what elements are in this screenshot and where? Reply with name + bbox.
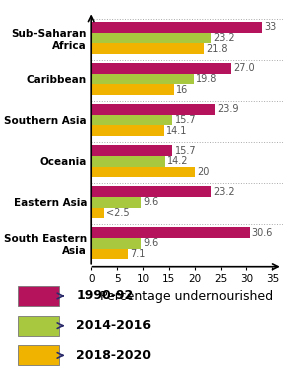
Text: 16: 16 [176, 85, 188, 95]
Bar [91, 197, 141, 208]
Bar [91, 156, 165, 166]
Bar [91, 125, 164, 136]
Bar [91, 145, 172, 156]
Text: <2.5: <2.5 [106, 208, 130, 218]
Text: 7.1: 7.1 [130, 249, 145, 259]
X-axis label: Percentage undernourished: Percentage undernourished [100, 290, 274, 303]
Text: 23.2: 23.2 [213, 33, 235, 43]
Text: 21.8: 21.8 [206, 44, 228, 54]
Text: 23.9: 23.9 [217, 104, 238, 114]
Bar [91, 227, 250, 238]
Bar [18, 316, 59, 336]
Text: 30.6: 30.6 [252, 227, 273, 238]
Text: 33: 33 [264, 22, 276, 32]
Text: 9.6: 9.6 [143, 238, 158, 248]
Text: 19.8: 19.8 [196, 74, 217, 84]
Bar [91, 85, 174, 95]
Text: 20: 20 [197, 167, 209, 177]
Bar [18, 286, 59, 306]
Text: 2014-2016: 2014-2016 [76, 319, 151, 332]
Bar [91, 208, 104, 218]
Bar [91, 104, 215, 115]
Bar [91, 115, 172, 125]
Bar [18, 346, 59, 365]
Bar [91, 248, 128, 259]
Bar [91, 186, 211, 197]
Bar [91, 238, 141, 248]
Bar [91, 33, 211, 43]
Text: 2018-2020: 2018-2020 [76, 349, 151, 362]
Text: 14.1: 14.1 [166, 126, 188, 136]
Text: 27.0: 27.0 [233, 64, 255, 74]
Text: 15.7: 15.7 [174, 146, 196, 155]
Text: 15.7: 15.7 [174, 115, 196, 125]
Bar [91, 74, 194, 85]
Bar [91, 166, 195, 177]
Text: 23.2: 23.2 [213, 187, 235, 197]
Text: 1990-92: 1990-92 [76, 290, 133, 303]
Bar [91, 43, 204, 54]
Text: 9.6: 9.6 [143, 197, 158, 207]
Bar [91, 22, 262, 33]
Bar [91, 63, 231, 74]
Text: 14.2: 14.2 [167, 156, 188, 166]
